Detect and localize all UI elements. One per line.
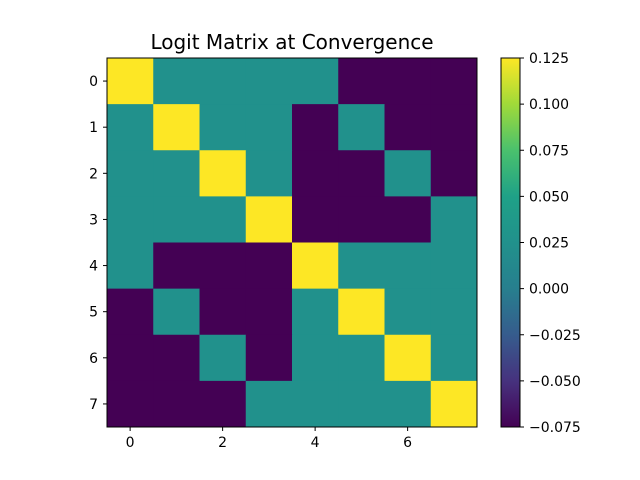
colorbar-tick-label: −0.050 bbox=[529, 374, 581, 390]
heatmap-cell-r4-c3 bbox=[245, 242, 293, 290]
heatmap-cell-r1-c1 bbox=[153, 104, 200, 151]
colorbar-tick-label: 0.100 bbox=[529, 97, 569, 113]
y-tick-label: 0 bbox=[89, 74, 98, 90]
heatmap-cell-r6-c2 bbox=[199, 334, 247, 382]
colorbar bbox=[500, 57, 521, 428]
x-axis-ticks: 0 2 4 6 bbox=[126, 427, 412, 451]
heatmap-cell-r0-c6 bbox=[384, 58, 432, 105]
heatmap-cell-r6-c7 bbox=[430, 334, 478, 382]
heatmap-cell-r4-c5 bbox=[338, 242, 385, 290]
heatmap-cell-r4-c4 bbox=[292, 242, 339, 290]
heatmap-cell-r2-c6 bbox=[384, 150, 432, 197]
heatmap-cell-r1-c6 bbox=[384, 104, 432, 151]
y-tick-label: 4 bbox=[89, 259, 98, 275]
y-tick-label: 7 bbox=[89, 397, 98, 413]
heatmap-cell-r5-c4 bbox=[292, 288, 339, 336]
colorbar-tick-label: −0.075 bbox=[529, 420, 581, 436]
colorbar-tick-label: −0.025 bbox=[529, 328, 581, 344]
heatmap-cell-r0-c5 bbox=[338, 58, 385, 105]
heatmap-cell-r3-c6 bbox=[384, 196, 432, 243]
x-tick-label: 2 bbox=[218, 435, 227, 451]
heatmap-cell-r6-c0 bbox=[107, 334, 154, 382]
heatmap-cell-r2-c5 bbox=[338, 150, 385, 197]
heatmap-cell-r4-c1 bbox=[153, 242, 200, 290]
heatmap-cell-r3-c0 bbox=[107, 196, 154, 243]
heatmap-cell-r7-c4 bbox=[292, 380, 339, 428]
heatmap-cell-r0-c0 bbox=[107, 58, 154, 105]
y-tick-label: 2 bbox=[89, 166, 98, 182]
heatmap-cell-r7-c2 bbox=[199, 380, 247, 428]
heatmap-cell-r2-c3 bbox=[245, 150, 293, 197]
heatmap-cell-r2-c2 bbox=[199, 150, 247, 197]
heatmap-cell-r4-c6 bbox=[384, 242, 432, 290]
heatmap-cell-r0-c2 bbox=[199, 58, 247, 105]
heatmap-cell-r2-c4 bbox=[292, 150, 339, 197]
colorbar-tick-label: 0.025 bbox=[529, 236, 569, 252]
heatmap-cell-r2-c1 bbox=[153, 150, 200, 197]
heatmap-cell-r6-c5 bbox=[338, 334, 385, 382]
heatmap-cell-r5-c7 bbox=[430, 288, 478, 336]
y-tick-label: 3 bbox=[89, 212, 98, 228]
heatmap-cell-r7-c5 bbox=[338, 380, 385, 428]
heatmap-cell-r0-c3 bbox=[245, 58, 293, 105]
heatmap-cell-r5-c6 bbox=[384, 288, 432, 336]
heatmap-cell-r4-c7 bbox=[430, 242, 478, 290]
heatmap-cell-r1-c5 bbox=[338, 104, 385, 151]
plot-frame bbox=[106, 57, 478, 428]
y-tick-label: 5 bbox=[89, 305, 98, 321]
colorbar-tick-label: 0.050 bbox=[529, 189, 569, 205]
heatmap-cell-r3-c7 bbox=[430, 196, 478, 243]
chart-title: Logit Matrix at Convergence bbox=[150, 30, 433, 54]
heatmap-cell-r1-c3 bbox=[245, 104, 293, 151]
heatmap-cell-r5-c1 bbox=[153, 288, 200, 336]
heatmap-cell-r3-c1 bbox=[153, 196, 200, 243]
y-tick-label: 1 bbox=[89, 120, 98, 136]
heatmap-cell-r3-c2 bbox=[199, 196, 247, 243]
x-tick-label: 4 bbox=[311, 435, 320, 451]
heatmap-cell-r4-c2 bbox=[199, 242, 247, 290]
heatmap-cells bbox=[107, 58, 478, 428]
heatmap-cell-r6-c3 bbox=[245, 334, 293, 382]
heatmap-cell-r6-c4 bbox=[292, 334, 339, 382]
heatmap-cell-r3-c4 bbox=[292, 196, 339, 243]
heatmap-cell-r7-c0 bbox=[107, 380, 154, 428]
heatmap-cell-r0-c4 bbox=[292, 58, 339, 105]
heatmap-cell-r6-c6 bbox=[384, 334, 432, 382]
heatmap-cell-r1-c7 bbox=[430, 104, 478, 151]
heatmap-cell-r0-c1 bbox=[153, 58, 200, 105]
colorbar-tick-label: 0.000 bbox=[529, 282, 569, 298]
heatmap-cell-r7-c6 bbox=[384, 380, 432, 428]
heatmap-cell-r1-c4 bbox=[292, 104, 339, 151]
heatmap-cell-r5-c3 bbox=[245, 288, 293, 336]
heatmap-cell-r2-c0 bbox=[107, 150, 154, 197]
colorbar-tick-label: 0.075 bbox=[529, 143, 569, 159]
heatmap-cell-r1-c0 bbox=[107, 104, 154, 151]
heatmap-cell-r1-c2 bbox=[199, 104, 247, 151]
heatmap-cell-r7-c7 bbox=[430, 380, 478, 428]
heatmap-cell-r2-c7 bbox=[430, 150, 478, 197]
heatmap-cell-r3-c3 bbox=[245, 196, 293, 243]
heatmap-cell-r5-c5 bbox=[338, 288, 385, 336]
colorbar-tick-label: 0.125 bbox=[529, 51, 569, 67]
heatmap-cell-r0-c7 bbox=[430, 58, 478, 105]
heatmap-cell-r5-c2 bbox=[199, 288, 247, 336]
heatmap-cell-r7-c1 bbox=[153, 380, 200, 428]
heatmap-cell-r4-c0 bbox=[107, 242, 154, 290]
colorbar-ticks: 0.125 0.100 0.075 0.050 0.025 0.000 −0.025 −0.0… bbox=[520, 51, 581, 436]
y-axis-ticks: 0 1 2 3 4 5 6 7 bbox=[89, 74, 107, 413]
heatmap-cell-r7-c3 bbox=[245, 380, 293, 428]
heatmap-cell-r6-c1 bbox=[153, 334, 200, 382]
heatmap-cell-r3-c5 bbox=[338, 196, 385, 243]
heatmap-cell-r5-c0 bbox=[107, 288, 154, 336]
x-tick-label: 0 bbox=[126, 435, 135, 451]
y-tick-label: 6 bbox=[89, 351, 98, 367]
x-tick-label: 6 bbox=[403, 435, 412, 451]
